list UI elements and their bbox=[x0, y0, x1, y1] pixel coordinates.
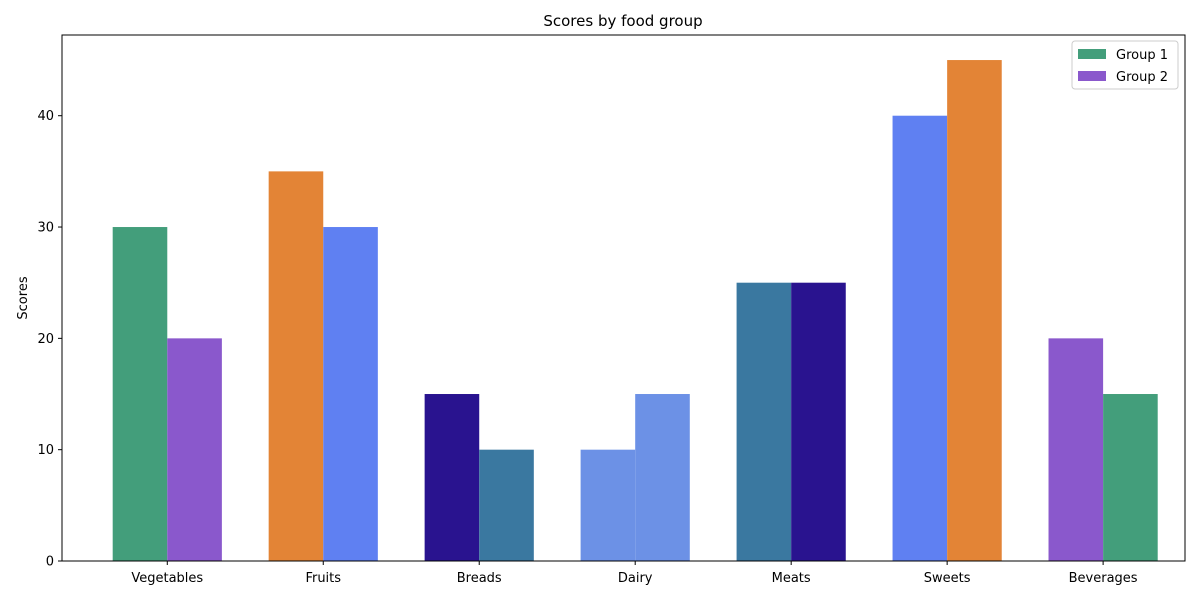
legend: Group 1 Group 2 bbox=[1071, 40, 1179, 90]
bar-2-beverages bbox=[1103, 394, 1158, 561]
axes-layer: 0 10 20 30 40 Vegetables Fruits Breads Dairy Meat… bbox=[37, 34, 1186, 586]
bar-1-breads bbox=[424, 394, 480, 561]
plot-frame bbox=[61, 34, 1186, 562]
bar-1-dairy bbox=[580, 449, 636, 561]
y-tick-label: 10 bbox=[37, 443, 54, 458]
x-tick-label: Meats bbox=[772, 571, 811, 586]
legend-swatch-1 bbox=[1078, 49, 1106, 59]
bar-1-beverages bbox=[1048, 338, 1104, 561]
legend-swatch-2 bbox=[1078, 71, 1106, 81]
y-axis-label: Scores bbox=[16, 276, 31, 319]
x-tick-label: Vegetables bbox=[131, 571, 203, 586]
legend-label-2: Group 2 bbox=[1116, 70, 1168, 85]
bars-layer bbox=[112, 60, 1158, 562]
bar-2-fruits bbox=[323, 227, 378, 562]
legend-label-1: Group 1 bbox=[1116, 48, 1168, 63]
x-tick-label: Dairy bbox=[618, 571, 653, 586]
bar-1-sweets bbox=[892, 115, 948, 562]
bar-2-vegetables bbox=[167, 338, 222, 561]
bar-2-meats bbox=[791, 282, 846, 561]
x-tick-label: Fruits bbox=[305, 571, 341, 586]
y-tick-label: 20 bbox=[37, 332, 54, 347]
y-tick-label: 40 bbox=[37, 109, 54, 124]
y-tick-label: 0 bbox=[46, 555, 54, 570]
bar-2-breads bbox=[479, 449, 534, 561]
x-tick-label: Breads bbox=[457, 571, 502, 586]
x-tick-label: Beverages bbox=[1069, 571, 1138, 586]
bar-1-fruits bbox=[268, 171, 324, 562]
bar-1-vegetables bbox=[112, 227, 168, 562]
x-tick-label: Sweets bbox=[924, 571, 971, 586]
bar-1-meats bbox=[736, 282, 792, 561]
chart-title: Scores by food group bbox=[543, 12, 702, 30]
bar-2-dairy bbox=[635, 394, 690, 561]
y-tick-label: 30 bbox=[37, 221, 54, 236]
bar-2-sweets bbox=[947, 60, 1002, 562]
